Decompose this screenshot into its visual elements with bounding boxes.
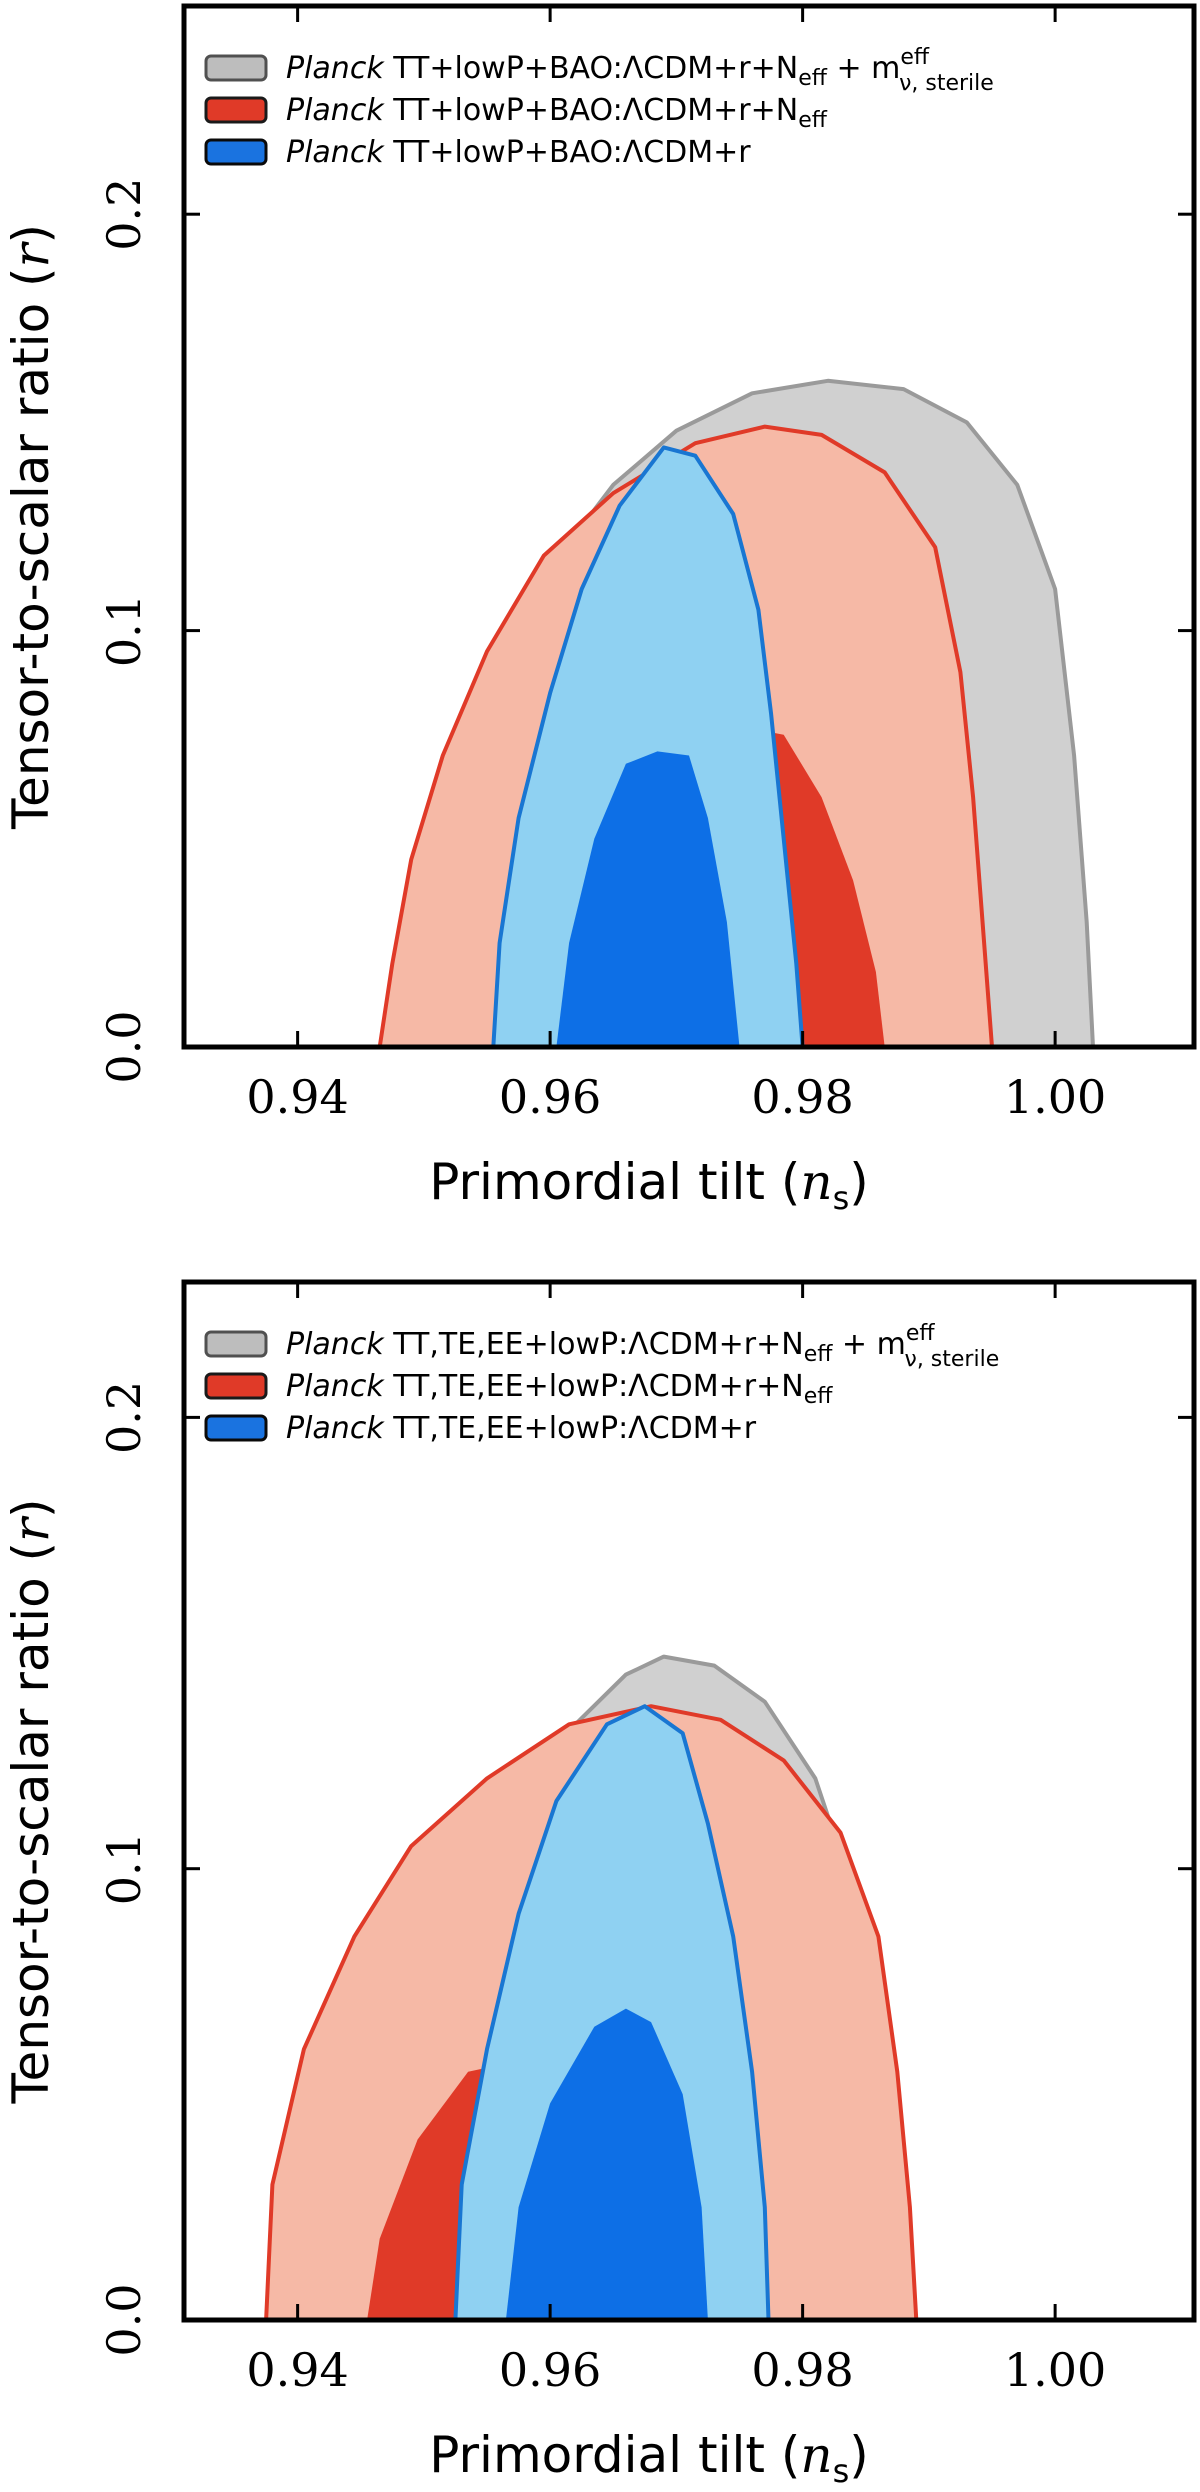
x-tick-label: 0.96 [499,1070,601,1124]
contours [377,378,1095,1047]
legend-entry: Planck TT+lowP+BAO:ΛCDM+r+Neff + meff ν, … [286,45,994,96]
y-tick-label: 0.2 [97,1381,151,1454]
legend-entry: Planck TT,TE,EE+lowP:ΛCDM+r+Neff + meff ν… [286,1321,999,1372]
x-tick-label: 0.98 [751,2343,853,2397]
x-tick-label: 1.00 [1004,2343,1106,2397]
legend-entry: Planck TT,TE,EE+lowP:ΛCDM+r+Neff [286,1369,833,1409]
legend: Planck TT+lowP+BAO:ΛCDM+r+Neff + meff ν, … [204,45,994,170]
contour-blue-inner [505,2008,708,2320]
plot-frame [181,3,1197,1050]
legend-swatch [204,1372,268,1400]
panel-bottom: 0.94 0.96 0.98 1.00 0.0 0.1 0.2 Primordial tilt… [2,1279,1197,2490]
contour-blue-inner [556,751,740,1047]
legend-swatch [204,54,268,82]
legend-swatch [204,1330,268,1358]
legend-entry: Planck TT+lowP+BAO:ΛCDM+r [286,135,751,170]
x-tick-label: 0.96 [499,2343,601,2397]
x-tick-label: 1.00 [1004,1070,1106,1124]
legend-swatch [204,96,268,124]
y-tick-label: 0.0 [97,2283,151,2356]
x-axis-label: Primordial tilt (ns) [429,1153,869,1217]
plot-frame [181,1279,1197,2323]
legend-entry: Planck TT,TE,EE+lowP:ΛCDM+r [286,1411,757,1446]
y-tick-label: 0.0 [97,1010,151,1083]
legend-entry: Planck TT+lowP+BAO:ΛCDM+r+Neff [286,93,828,133]
legend: Planck TT,TE,EE+lowP:ΛCDM+r+Neff + meff ν… [204,1321,999,1446]
x-axis-label: Primordial tilt (ns) [429,2426,869,2490]
y-tick-label: 0.1 [97,1832,151,1905]
panel-top: 0.94 0.96 0.98 1.00 0.0 0.1 0.2 Primordial tilt… [2,3,1197,1217]
x-tick-label: 0.94 [246,1070,348,1124]
contours [264,1654,919,2320]
y-axis-label: Tensor-to-scalar ratio (r) [2,1499,60,2105]
contour-blue-outer [491,445,805,1047]
legend-swatch [204,138,268,166]
legend-swatch [204,1414,268,1442]
y-tick-label: 0.1 [97,594,151,667]
x-tick-label: 0.98 [751,1070,853,1124]
y-tick-label: 0.2 [97,178,151,251]
x-tick-label: 0.94 [246,2343,348,2397]
y-axis-label: Tensor-to-scalar ratio (r) [2,224,60,830]
